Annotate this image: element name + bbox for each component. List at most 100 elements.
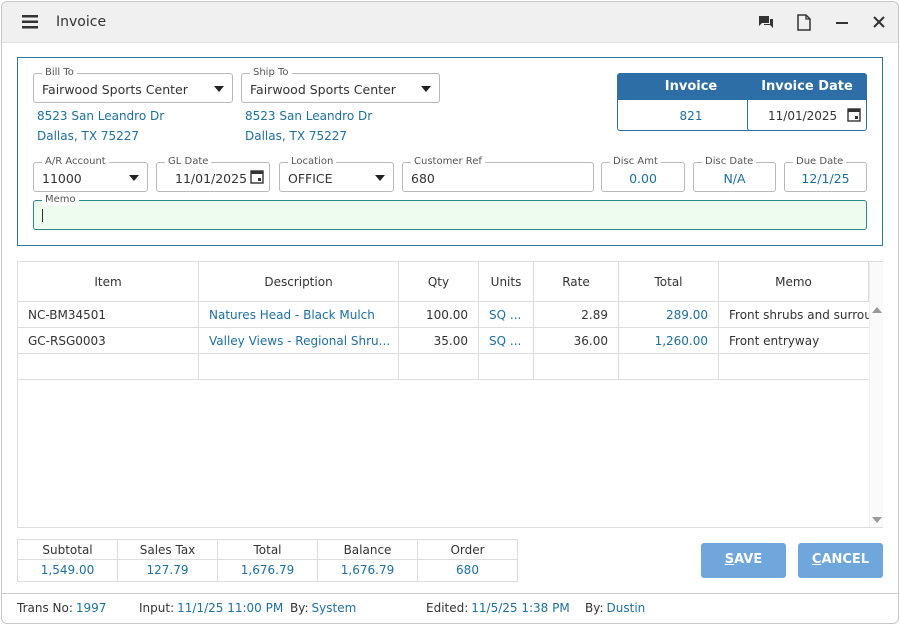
input-field[interactable]: A/R Account 11000: [33, 156, 148, 192]
calendar-icon[interactable]: [250, 169, 264, 184]
close-icon[interactable]: [873, 16, 885, 28]
footer-label: By:: [290, 601, 309, 615]
chat-icon[interactable]: [758, 15, 774, 31]
invoice-date: 11/01/2025: [768, 109, 838, 123]
totals-value: 1,676.79: [317, 560, 417, 582]
invoice-number: 821: [679, 109, 703, 123]
field-value: 11000: [42, 171, 82, 186]
table-cell: 36.00: [534, 328, 619, 354]
table-cell: [719, 354, 869, 380]
document-icon[interactable]: [797, 14, 811, 31]
input-field[interactable]: Disc Date N/A: [693, 156, 776, 192]
table-cell: [199, 354, 399, 380]
footer-item: Trans No: 1997: [17, 601, 106, 615]
footer-value: 11/1/25 11:00 PM: [177, 601, 284, 615]
box-header: Invoice: [618, 74, 764, 100]
totals-header: Order: [417, 539, 518, 560]
column-header: Total: [619, 262, 719, 302]
field-value: 0.00: [629, 171, 657, 186]
field-value: Fairwood Sports Center: [42, 82, 188, 97]
input-field[interactable]: Due Date 12/1/25: [784, 156, 867, 192]
table-cell: [479, 354, 534, 380]
window-title: Invoice: [56, 14, 107, 30]
column-header: Units: [479, 262, 534, 302]
field-label: A/R Account: [42, 156, 109, 168]
field-value: N/A: [723, 171, 746, 186]
field-value: Fairwood Sports Center: [250, 82, 396, 97]
footer-item: Edited: 11/5/25 1:38 PM: [426, 601, 570, 615]
footer-value: Dustin: [606, 601, 646, 615]
field-label: Bill To: [42, 67, 77, 79]
table-cell: NC-BM34501: [18, 302, 199, 328]
totals-value: 1,676.79: [217, 560, 317, 582]
box-header: Invoice Date: [748, 74, 866, 100]
field-label: Disc Date: [702, 156, 757, 168]
column-header: Memo: [719, 262, 869, 302]
bill-to-select[interactable]: Bill To Fairwood Sports Center: [33, 67, 233, 103]
column-header: Rate: [534, 262, 619, 302]
table-cell: 2.89: [534, 302, 619, 328]
field-value: OFFICE: [288, 171, 333, 186]
invoice-number-box: Invoice 821: [617, 73, 765, 131]
table-cell: [399, 354, 479, 380]
title-bar: Invoice: [2, 2, 898, 43]
table-cell: Front shrubs and surround: [719, 302, 869, 328]
field-label: Disc Amt: [610, 156, 661, 168]
table-cell: Front entryway: [719, 328, 869, 354]
menu-icon[interactable]: [22, 15, 38, 29]
input-field[interactable]: Location OFFICE: [279, 156, 394, 192]
address-line: Dallas, TX 75227: [245, 129, 348, 143]
table-cell: SQ ...: [479, 328, 534, 354]
footer-value: 1997: [75, 601, 107, 615]
memo-input[interactable]: Memo: [33, 194, 867, 230]
address-line: 8523 San Leandro Dr: [245, 109, 373, 123]
footer-value: System: [311, 601, 357, 615]
totals-table: Subtotal 1,549.00 Sales Tax 127.79 Total 1,67…: [17, 539, 518, 582]
totals-header: Subtotal: [17, 539, 117, 560]
table-cell: Valley Views - Regional Shru...: [199, 328, 399, 354]
totals-value: 680: [417, 560, 518, 582]
field-value: 12/1/25: [801, 171, 850, 186]
divider: [1, 593, 899, 594]
field-label: Customer Ref: [411, 156, 485, 168]
scrollbar[interactable]: [869, 262, 883, 527]
input-field[interactable]: Disc Amt 0.00: [601, 156, 685, 192]
footer-label: Edited:: [426, 601, 469, 615]
field-label: Due Date: [793, 156, 847, 168]
footer-item: By: System: [290, 601, 356, 615]
input-field[interactable]: Customer Ref 680: [402, 156, 594, 192]
field-label: GL Date: [165, 156, 212, 168]
ship-to-select[interactable]: Ship To Fairwood Sports Center: [241, 67, 440, 103]
table-cell: [619, 354, 719, 380]
input-field[interactable]: GL Date 11/01/2025: [156, 156, 270, 192]
cancel-button[interactable]: CANCEL: [798, 543, 883, 578]
totals-header: Total: [217, 539, 317, 560]
table-cell: 289.00: [619, 302, 719, 328]
column-header: Qty: [399, 262, 479, 302]
table-cell: GC-RSG0003: [18, 328, 199, 354]
totals-header: Sales Tax: [117, 539, 217, 560]
table-cell: [534, 354, 619, 380]
footer-label: By:: [585, 601, 604, 615]
save-button[interactable]: SAVE: [701, 543, 786, 578]
field-label: Memo: [42, 194, 79, 206]
footer-item: Input: 11/1/25 11:00 PM: [139, 601, 283, 615]
table-cell: [18, 354, 199, 380]
line-items-table: Item Description Qty Units Rate Total Memo NC-B…: [17, 261, 883, 528]
field-label: Location: [288, 156, 337, 168]
calendar-icon[interactable]: [847, 107, 861, 122]
totals-header: Balance: [317, 539, 417, 560]
header-panel: [17, 57, 883, 246]
footer-item: By: Dustin: [585, 601, 645, 615]
footer-label: Trans No:: [17, 601, 73, 615]
table-cell: SQ ...: [479, 302, 534, 328]
field-label: Ship To: [250, 67, 292, 79]
minimize-icon[interactable]: [836, 22, 850, 26]
address-line: Dallas, TX 75227: [37, 129, 140, 143]
table-cell: Natures Head - Black Mulch: [199, 302, 399, 328]
table-cell: 1,260.00: [619, 328, 719, 354]
invoice-date-box[interactable]: Invoice Date 11/01/2025: [747, 73, 867, 131]
table-cell: 100.00: [399, 302, 479, 328]
column-header: Description: [199, 262, 399, 302]
